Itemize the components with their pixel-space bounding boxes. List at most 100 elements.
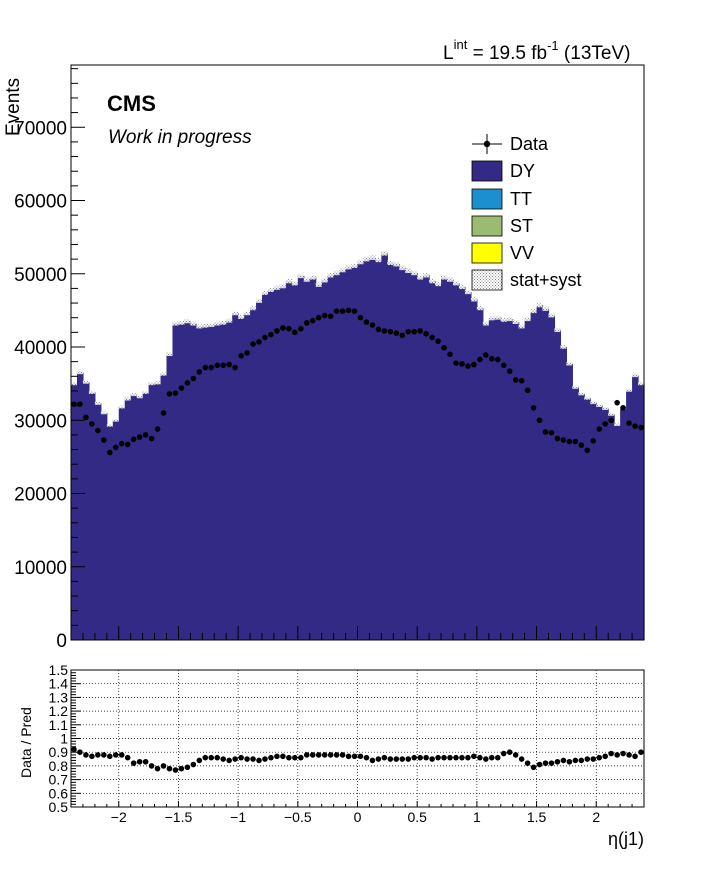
bar-dy-8 bbox=[118, 407, 126, 640]
stat-syst-band-bin-26 bbox=[226, 318, 233, 323]
bar-dy-53 bbox=[387, 262, 394, 640]
stat-syst-band-bin-82 bbox=[560, 345, 567, 349]
data-point-7 bbox=[112, 444, 119, 451]
x-tick-label: −1 bbox=[230, 809, 246, 825]
legend-label-stat-syst: stat+syst bbox=[510, 270, 582, 290]
data-point-60 bbox=[429, 334, 435, 341]
stat-syst-band-bin-80 bbox=[548, 313, 555, 318]
stat-syst-band-bin-43 bbox=[327, 273, 334, 278]
stat-syst-band-bin-36 bbox=[285, 278, 292, 284]
y-tick-label: 50000 bbox=[14, 265, 67, 286]
stat-syst-band-bin-44 bbox=[333, 270, 340, 276]
bar-dy-4 bbox=[94, 403, 102, 640]
stat-syst-band-bin-1 bbox=[76, 371, 83, 375]
stat-syst-band-bin-27 bbox=[232, 311, 239, 316]
data-point-33 bbox=[268, 331, 274, 338]
stat-syst-band-bin-40 bbox=[309, 275, 316, 280]
bar-dy-66 bbox=[464, 292, 472, 640]
ratio-point-17 bbox=[172, 767, 179, 773]
stat-syst-band-bin-5 bbox=[100, 411, 107, 415]
data-point-36 bbox=[286, 325, 292, 332]
y-tick-label: 10000 bbox=[14, 558, 67, 579]
ratio-point-69 bbox=[483, 756, 489, 762]
stat-syst-band-bin-64 bbox=[453, 281, 459, 286]
bar-dy-88 bbox=[596, 405, 603, 640]
ratio-point-92 bbox=[620, 750, 626, 757]
stat-syst-band-bin-88 bbox=[596, 404, 603, 408]
stat-syst-band-bin-54 bbox=[393, 261, 400, 267]
data-point-64 bbox=[453, 360, 459, 366]
legend-swatch-tt bbox=[471, 188, 503, 210]
stat-syst-band-bin-68 bbox=[476, 306, 483, 311]
legend-swatch-vv bbox=[471, 242, 503, 264]
bar-dy-52 bbox=[381, 253, 388, 640]
data-point-74 bbox=[512, 377, 519, 383]
ratio-point-63 bbox=[447, 754, 453, 761]
stat-syst-band-bin-48 bbox=[357, 259, 364, 265]
bar-dy-1 bbox=[76, 372, 84, 640]
data-point-9 bbox=[124, 441, 131, 448]
x-tick-label: 0 bbox=[354, 809, 362, 825]
bar-dy-49 bbox=[363, 259, 371, 640]
data-point-59 bbox=[423, 331, 429, 337]
stat-syst-band-bin-60 bbox=[429, 278, 436, 284]
bar-dy-38 bbox=[297, 275, 305, 640]
bar-dy-21 bbox=[196, 326, 203, 640]
stat-syst-band-bin-46 bbox=[345, 264, 352, 270]
ratio-point-18 bbox=[178, 765, 185, 772]
ratio-point-22 bbox=[202, 754, 209, 761]
ratio-point-52 bbox=[381, 754, 388, 761]
ratio-y-tick-label: 0.9 bbox=[49, 744, 69, 760]
ratio-point-51 bbox=[375, 756, 382, 762]
ratio-point-35 bbox=[280, 753, 286, 760]
lumi-symbol: L bbox=[443, 43, 454, 64]
stat-syst-band-bin-65 bbox=[458, 284, 465, 290]
bar-dy-43 bbox=[327, 275, 335, 640]
data-point-65 bbox=[459, 361, 465, 367]
legend-entry-data: Data bbox=[472, 134, 549, 154]
bar-dy-47 bbox=[351, 265, 359, 640]
ratio-point-62 bbox=[441, 754, 447, 761]
stat-syst-band-bin-62 bbox=[441, 275, 448, 280]
bar-dy-69 bbox=[482, 323, 490, 640]
legend-label-dy: DY bbox=[510, 161, 535, 181]
data-point-40 bbox=[309, 317, 316, 324]
bar-dy-37 bbox=[291, 283, 299, 640]
ratio-point-16 bbox=[166, 765, 173, 772]
lumi-energy: (13TeV) bbox=[559, 43, 631, 64]
data-point-38 bbox=[297, 325, 304, 332]
stat-syst-band-bin-39 bbox=[303, 277, 310, 282]
y-tick-label: 30000 bbox=[14, 411, 67, 432]
ratio-point-76 bbox=[524, 760, 531, 766]
bar-dy-86 bbox=[584, 398, 591, 640]
data-point-45 bbox=[339, 308, 346, 314]
stat-syst-band-bin-67 bbox=[470, 297, 477, 302]
ratio-y-tick-label: 1.3 bbox=[49, 689, 69, 705]
stat-syst-band-bin-10 bbox=[130, 393, 137, 397]
ratio-point-80 bbox=[548, 760, 555, 766]
bar-dy-72 bbox=[500, 319, 508, 640]
ratio-point-61 bbox=[435, 754, 441, 761]
stat-syst-band-bin-76 bbox=[524, 317, 531, 322]
data-points bbox=[71, 307, 644, 456]
ratio-y-tick-label: 0.7 bbox=[49, 772, 69, 788]
ratio-y-tick-label: 0.5 bbox=[49, 799, 69, 815]
bar-dy-73 bbox=[506, 319, 514, 640]
bar-dy-58 bbox=[417, 277, 424, 640]
ratio-point-39 bbox=[303, 752, 310, 758]
ratio-point-95 bbox=[638, 749, 644, 755]
stat-syst-band-bin-77 bbox=[530, 309, 537, 314]
ratio-point-29 bbox=[244, 756, 250, 762]
bar-dy-44 bbox=[333, 273, 341, 640]
data-point-71 bbox=[494, 356, 501, 363]
bar-dy-55 bbox=[399, 267, 406, 640]
data-point-22 bbox=[202, 364, 209, 371]
stat-syst-band-bin-2 bbox=[82, 380, 89, 384]
data-point-86 bbox=[584, 447, 591, 454]
ratio-point-14 bbox=[154, 765, 161, 772]
lumi-exponent: -1 bbox=[547, 38, 559, 53]
ratio-point-68 bbox=[477, 754, 483, 761]
ratio-point-36 bbox=[286, 754, 292, 761]
legend-data-marker bbox=[483, 140, 491, 148]
ratio-point-74 bbox=[512, 752, 519, 758]
